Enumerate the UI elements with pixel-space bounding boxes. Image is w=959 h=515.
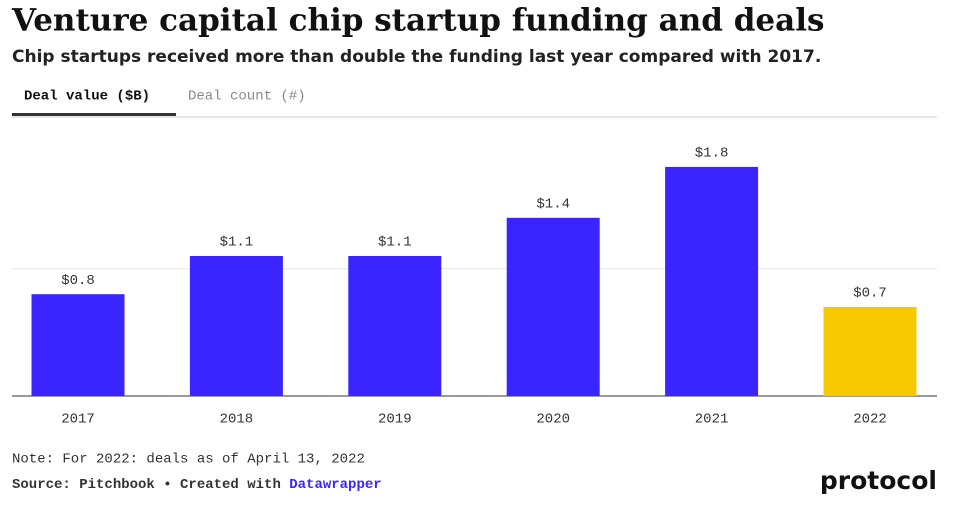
x-tick-label: 2018 [220,412,254,428]
value-label: $0.7 [853,286,887,302]
chart-subtitle: Chip startups received more than double … [12,47,821,67]
value-label: $1.1 [378,235,412,251]
note: Note: For 2022: deals as of April 13, 20… [12,452,365,468]
bar [665,166,759,396]
x-tick-label: 2021 [695,412,729,428]
bar [31,294,125,396]
tab-underline [12,113,176,116]
bar [823,306,917,396]
chart-title: Venture capital chip startup funding and… [11,3,824,39]
x-tick-label: 2017 [61,412,95,428]
x-tick-label: 2019 [378,412,412,428]
value-label: $1.4 [536,197,570,213]
source-text: Source: Pitchbook • Created with [12,477,281,493]
tab[interactable]: Deal value ($B) [24,89,150,105]
x-tick-label: 2022 [853,412,887,428]
bar [189,256,283,396]
value-label: $1.8 [695,146,729,162]
source-link[interactable]: Datawrapper [289,477,381,493]
bar [506,217,600,396]
bar [348,256,442,396]
tab[interactable]: Deal count (#) [188,89,306,105]
x-tick-label: 2020 [536,412,570,428]
logo: protocol [820,466,937,495]
value-label: $1.1 [220,235,254,251]
value-label: $0.8 [61,273,95,289]
source: Source: Pitchbook • Created with Datawra… [12,477,382,493]
